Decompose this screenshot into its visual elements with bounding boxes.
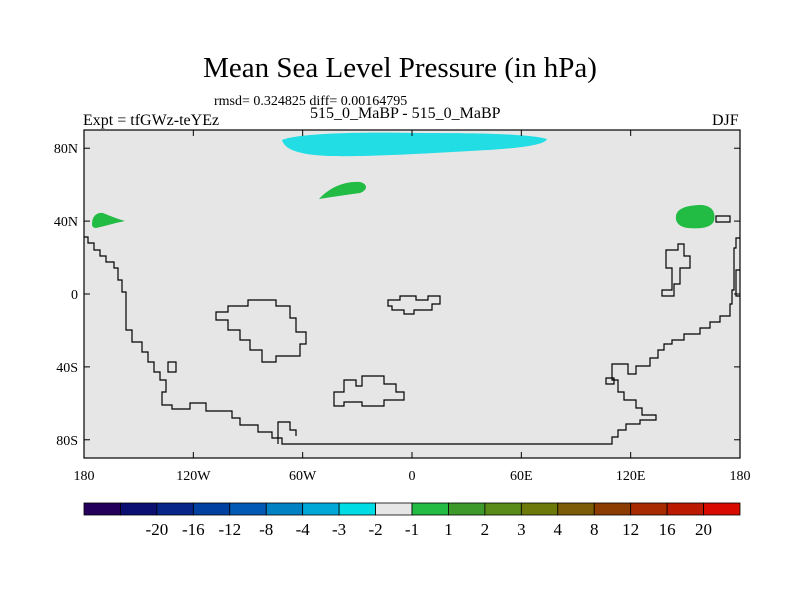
colorbar-label: 2: [481, 520, 490, 539]
experiment-label: Expt = tfGWz-teYEz: [83, 112, 220, 129]
lat-tick-label: 40N: [54, 215, 78, 230]
colorbar-label: -2: [368, 520, 382, 539]
coastline-island-central: [333, 375, 405, 407]
colorbar-swatch: [375, 502, 413, 516]
colorbar-swatch: [557, 502, 595, 516]
negative-anomaly-arctic: [282, 132, 547, 157]
colorbar-swatch: [229, 502, 267, 516]
lat-tick-label: 0: [71, 288, 78, 303]
colorbar-label: 12: [622, 520, 639, 539]
positive-anomaly-west-pacific: [675, 205, 715, 229]
colorbar-label: -20: [146, 520, 169, 539]
colorbar-label: -4: [296, 520, 311, 539]
colorbar-label: -1: [405, 520, 419, 539]
lon-tick-label: 180: [730, 469, 751, 484]
coastline-island-east-small: [715, 215, 731, 223]
colorbar-swatch: [338, 502, 376, 516]
coastline-tiny-island: [605, 377, 615, 385]
colorbar-swatch: [302, 502, 340, 516]
colorbar-swatch: [83, 502, 121, 516]
colorbar-swatch: [120, 502, 158, 516]
colorbar-swatch: [593, 502, 632, 516]
colorbar-label: 8: [590, 520, 599, 539]
colorbar-swatch: [630, 502, 668, 516]
positive-anomaly-north-atlantic: [319, 181, 366, 199]
coastline-island-equator: [387, 295, 441, 315]
coastline-island-east-equator: [661, 243, 691, 297]
lon-tick-label: 0: [409, 469, 416, 484]
coastline-small-island: [167, 361, 177, 373]
lon-tick-label: 120E: [616, 469, 646, 484]
colorbar-swatch: [703, 502, 741, 516]
colorbar-label: 3: [517, 520, 526, 539]
lat-tick-label: 80N: [54, 142, 78, 157]
colorbar-label: -3: [332, 520, 346, 539]
colorbar-label: 16: [659, 520, 676, 539]
lon-tick-label: 60W: [289, 469, 317, 484]
colorbar-label: 20: [695, 520, 712, 539]
colorbar-swatch: [520, 502, 559, 516]
colorbar-label: 1: [444, 520, 453, 539]
case-label: 515_0_MaBP - 515_0_MaBP: [310, 105, 501, 122]
colorbar-label: -16: [182, 520, 205, 539]
lon-tick-label: 180: [74, 469, 95, 484]
coastline-east-south: [735, 269, 740, 297]
colorbar-swatch: [265, 502, 304, 516]
lon-tick-label: 120W: [176, 469, 211, 484]
colorbar-swatch: [666, 502, 704, 516]
colorbar-label: 4: [554, 520, 563, 539]
lat-tick-label: 80S: [56, 434, 78, 449]
colorbar-swatch: [411, 502, 449, 516]
colorbar-swatch: [192, 502, 231, 516]
lon-tick-label: 60E: [510, 469, 533, 484]
season-label: DJF: [712, 112, 739, 129]
colorbar-label: -12: [218, 520, 241, 539]
colorbar-swatch: [448, 502, 486, 516]
coastline-americas: [84, 236, 740, 445]
coastline-island-west: [215, 299, 307, 363]
colorbar-label: -8: [259, 520, 273, 539]
colorbar-swatch: [156, 502, 194, 516]
lat-tick-label: 40S: [56, 361, 78, 376]
positive-anomaly-east-pacific: [92, 212, 125, 228]
colorbar: -20 -16 -12 -8 -4 -3 -2 -1 1 2 3 4 8 12 16 20: [83, 502, 741, 539]
plot-title: Mean Sea Level Pressure (in hPa): [203, 52, 597, 84]
coastline-antarctic-ridge: [277, 421, 297, 444]
colorbar-swatch: [484, 502, 522, 516]
stats-line: rmsd= 0.324825 diff= 0.00164795: [214, 94, 408, 109]
